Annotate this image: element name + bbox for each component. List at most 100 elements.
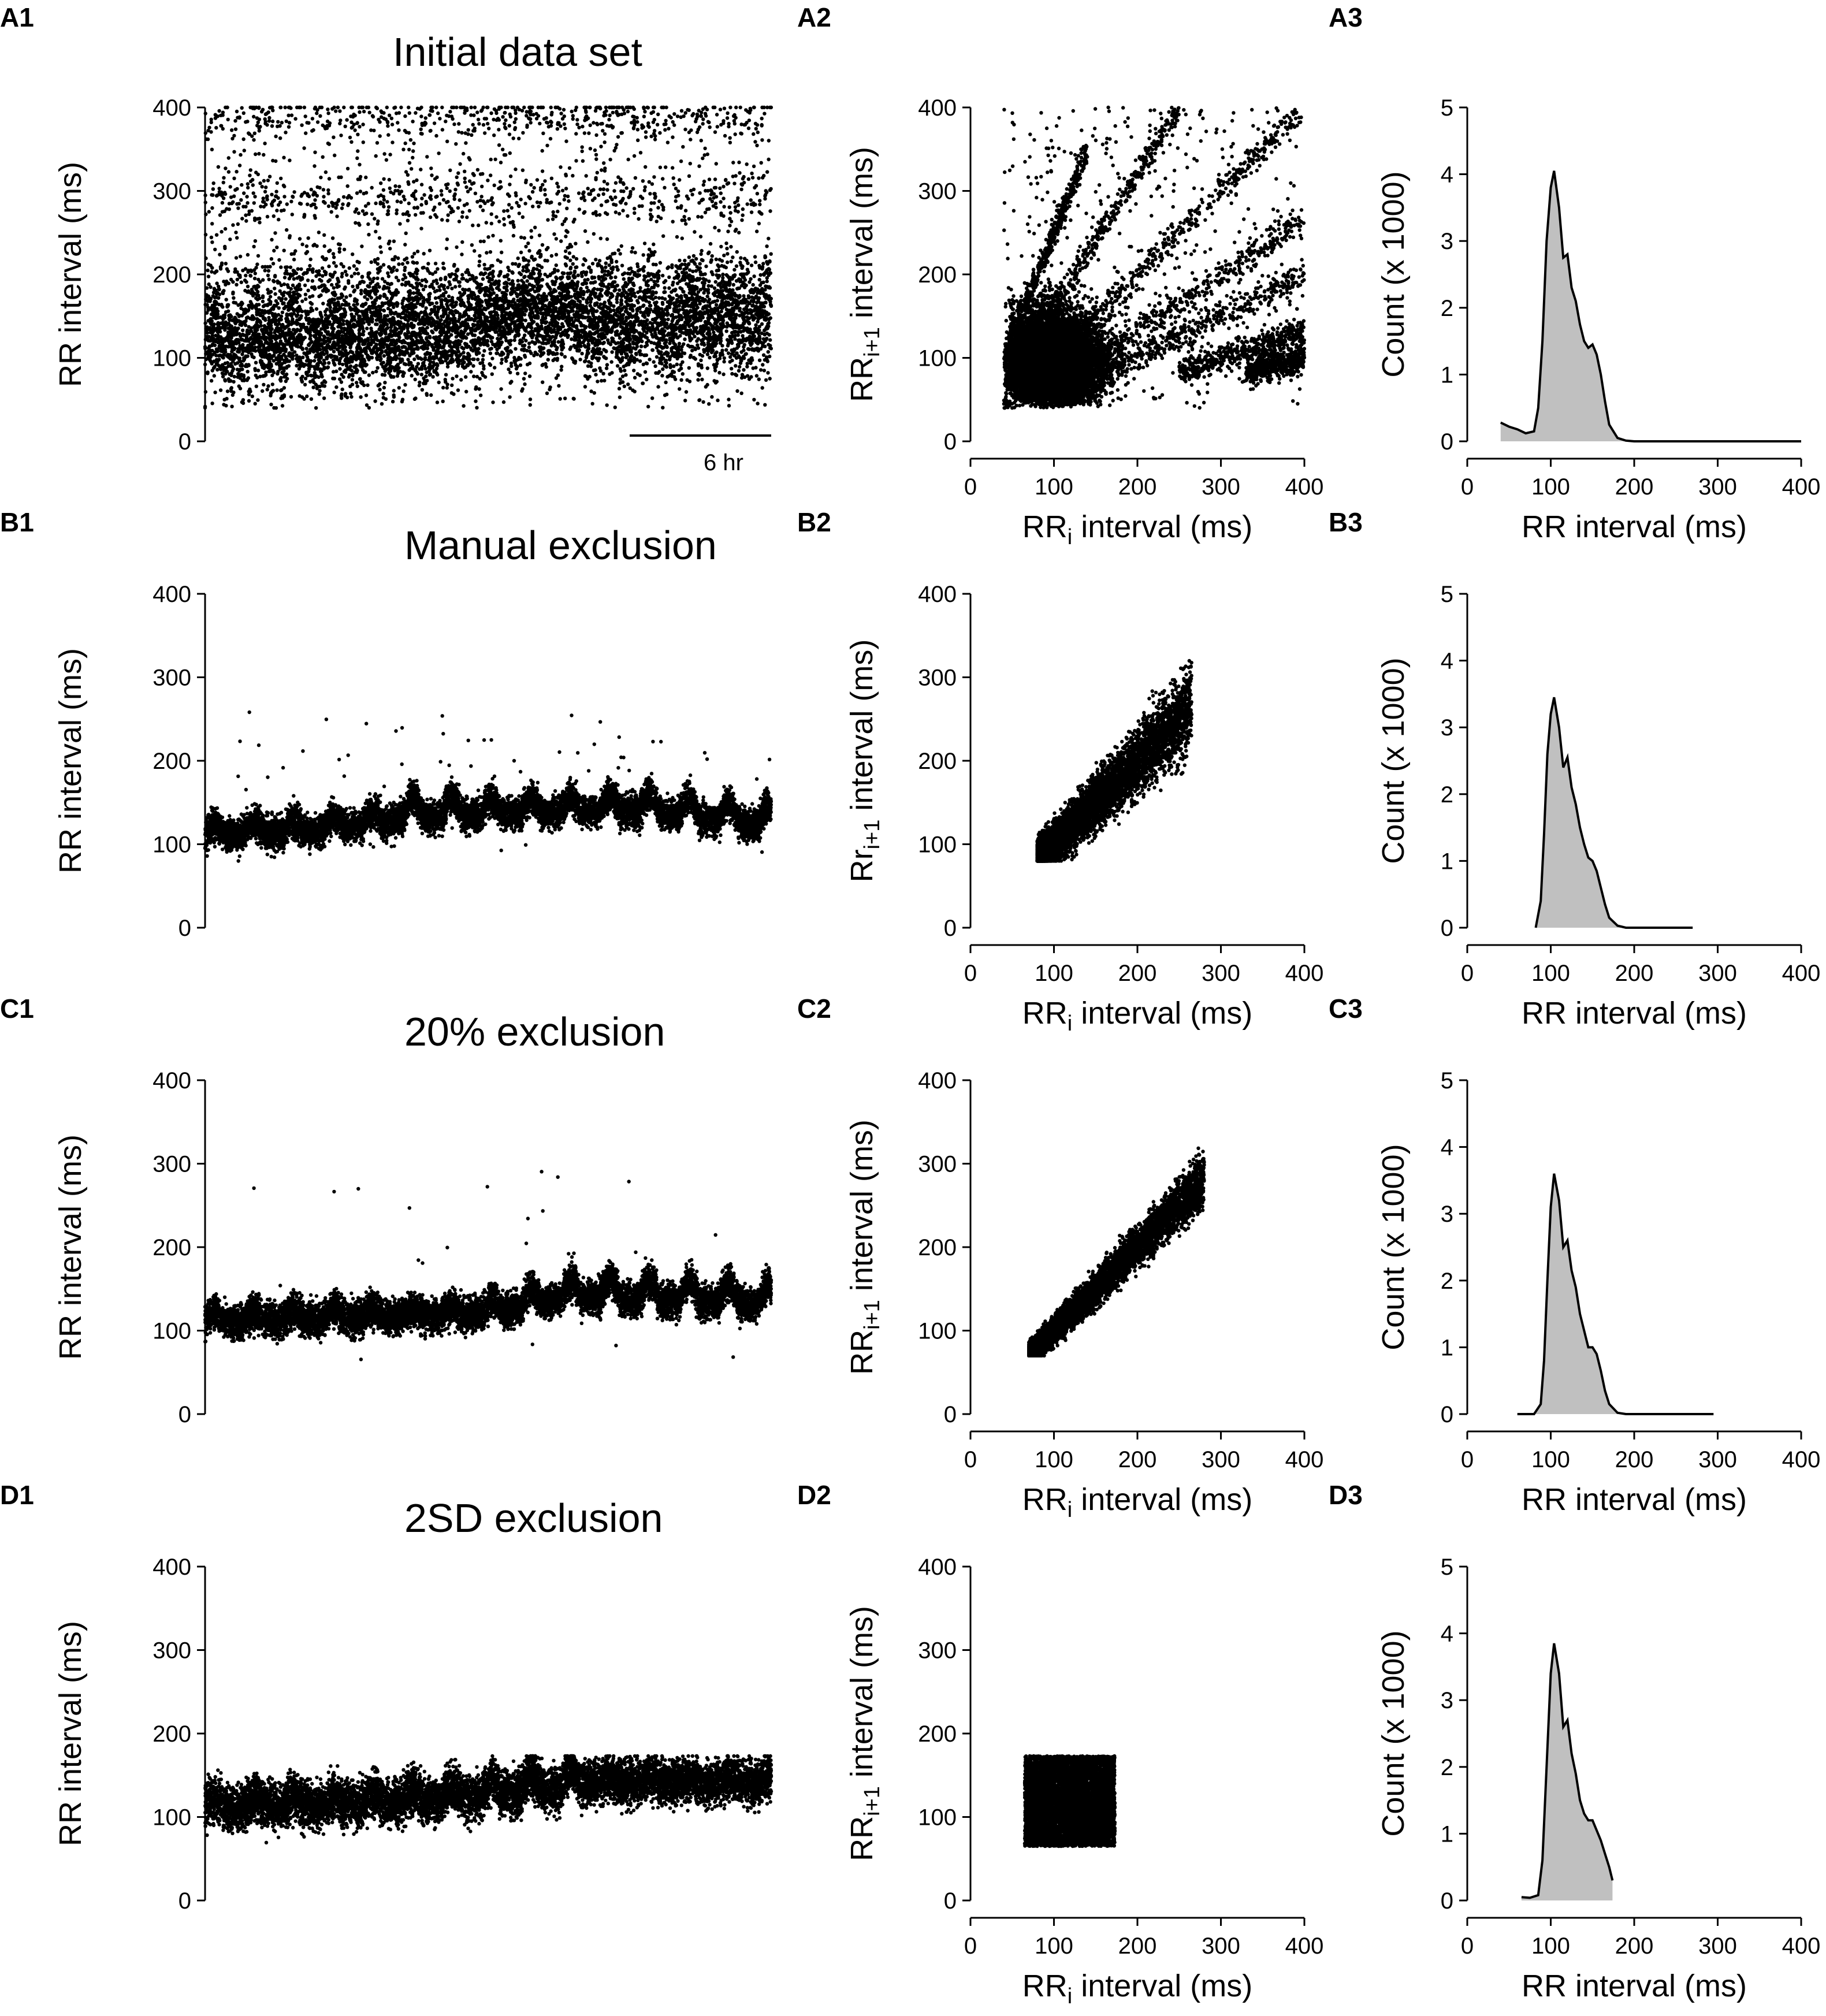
scatter-point bbox=[358, 110, 361, 114]
scatter-point bbox=[318, 114, 322, 118]
scatter-point bbox=[661, 274, 664, 277]
scatter-point bbox=[758, 199, 761, 202]
scatter-point bbox=[561, 222, 564, 226]
scatter-point bbox=[339, 133, 343, 137]
panel-title: Initial data set bbox=[393, 29, 642, 75]
scatter-point bbox=[678, 259, 681, 262]
scatter-point bbox=[274, 135, 277, 138]
scatter-point bbox=[445, 187, 449, 190]
scatter-point bbox=[665, 393, 668, 396]
scatter-point bbox=[445, 237, 449, 241]
scatter-point bbox=[689, 162, 692, 165]
scatter-point bbox=[464, 185, 468, 189]
scatter-point bbox=[476, 168, 479, 172]
scatter-point bbox=[585, 286, 589, 289]
scatter-point bbox=[599, 145, 603, 148]
scatter-point bbox=[322, 233, 326, 237]
scatter-point bbox=[445, 140, 449, 143]
scatter-point bbox=[701, 122, 705, 125]
scatter-point bbox=[661, 406, 664, 410]
scatter-point bbox=[359, 292, 363, 295]
scatter-point bbox=[334, 265, 338, 268]
scatter-point bbox=[321, 155, 325, 159]
scatter-point bbox=[760, 117, 764, 120]
scatter-point bbox=[618, 212, 621, 215]
scatter-point bbox=[401, 148, 405, 151]
scatter-point bbox=[550, 254, 553, 258]
scatter-point bbox=[470, 133, 473, 137]
scatter-point bbox=[305, 395, 308, 398]
scatter-point bbox=[252, 115, 255, 118]
scatter-point bbox=[403, 383, 407, 386]
scatter-point bbox=[596, 380, 599, 383]
scatter-point bbox=[700, 111, 703, 114]
scatter-point bbox=[702, 183, 705, 187]
scatter-point bbox=[431, 375, 434, 378]
scatter-point bbox=[707, 280, 711, 283]
scatter-point bbox=[663, 122, 666, 126]
scatter-point bbox=[493, 184, 496, 187]
scatter-point bbox=[518, 211, 521, 215]
scatter-point bbox=[723, 356, 726, 360]
scatter-point bbox=[583, 385, 587, 388]
scatter-point bbox=[475, 406, 478, 410]
scatter-point bbox=[489, 352, 492, 355]
scatter-point bbox=[519, 198, 523, 201]
scatter-point bbox=[564, 235, 567, 238]
scatter-point bbox=[205, 286, 209, 289]
scatter-point bbox=[246, 186, 250, 189]
scatter-point bbox=[457, 122, 460, 125]
scatter-point bbox=[435, 289, 438, 292]
scatter-point bbox=[735, 265, 738, 268]
scatter-point bbox=[756, 401, 759, 405]
scatter-point bbox=[261, 300, 265, 303]
scatter-point bbox=[664, 119, 667, 122]
scatter-point bbox=[563, 122, 566, 126]
scatter-point bbox=[734, 106, 738, 109]
scatter-point bbox=[218, 253, 221, 256]
scatter-point bbox=[568, 166, 571, 170]
scatter-point bbox=[499, 180, 502, 184]
scatter-point bbox=[482, 123, 485, 127]
scatter-point bbox=[280, 121, 284, 124]
panel-label: A1 bbox=[0, 2, 34, 32]
scatter-point bbox=[531, 190, 534, 194]
scatter-point bbox=[398, 222, 401, 225]
scatter-point bbox=[341, 202, 344, 206]
scatter-point bbox=[501, 148, 504, 151]
scatter-point bbox=[737, 369, 741, 373]
scatter-point bbox=[482, 349, 486, 352]
scatter-point bbox=[471, 123, 475, 127]
scatter-point bbox=[618, 396, 622, 399]
y-tick-label: 400 bbox=[153, 95, 191, 121]
scatter-point bbox=[207, 210, 211, 213]
scatter-point bbox=[408, 161, 411, 165]
scatter-point bbox=[549, 137, 552, 140]
scatter-point bbox=[675, 363, 679, 366]
scatter-point bbox=[472, 374, 475, 378]
scatter-point bbox=[224, 227, 227, 230]
scatter-point bbox=[241, 329, 244, 332]
scatter-point bbox=[267, 278, 271, 281]
scatter-point bbox=[658, 131, 661, 135]
scatter-point bbox=[411, 120, 414, 123]
scatter-point bbox=[617, 248, 620, 252]
y-tick-label: 300 bbox=[153, 179, 191, 204]
scatter-point bbox=[455, 335, 458, 339]
scatter-point bbox=[444, 373, 448, 377]
scatter-point bbox=[240, 183, 243, 187]
scatter-point bbox=[300, 243, 304, 246]
scatter-point bbox=[423, 278, 427, 281]
scatter-point bbox=[313, 198, 317, 202]
scatter-point bbox=[479, 393, 482, 397]
scatter-point bbox=[622, 277, 626, 281]
scatter-point bbox=[460, 252, 463, 256]
scatter-point bbox=[477, 122, 481, 125]
scatter-point bbox=[757, 222, 761, 225]
scatter-point bbox=[618, 387, 621, 390]
scatter-point bbox=[683, 128, 687, 131]
scatter-point bbox=[703, 147, 706, 150]
scatter-point bbox=[623, 284, 626, 287]
y-tick-label: 0 bbox=[178, 429, 191, 455]
